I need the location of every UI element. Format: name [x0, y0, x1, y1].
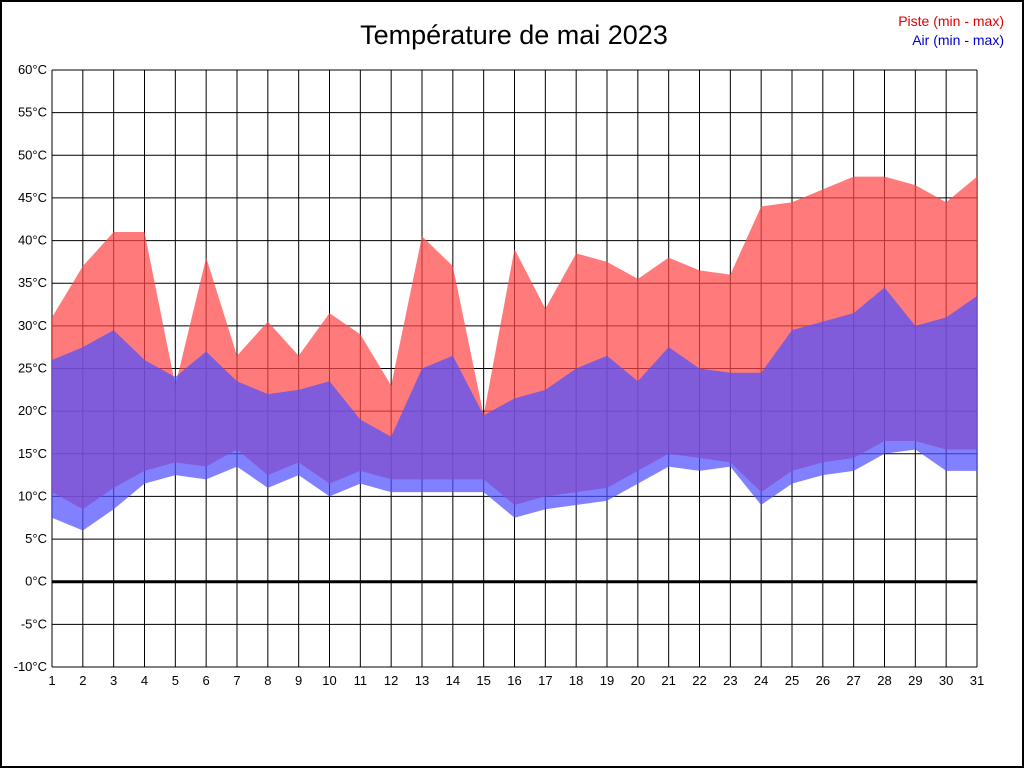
- x-tick-label: 17: [538, 673, 552, 688]
- x-tick-label: 10: [322, 673, 336, 688]
- x-tick-label: 4: [141, 673, 148, 688]
- x-tick-label: 11: [354, 673, 368, 688]
- x-tick-label: 26: [816, 673, 830, 688]
- y-tick-label: 15°C: [18, 446, 47, 461]
- x-tick-label: 31: [970, 673, 984, 688]
- y-tick-label: 55°C: [18, 105, 47, 120]
- air-band: [52, 287, 977, 531]
- y-tick-label: 60°C: [18, 62, 47, 77]
- x-tick-label: 8: [264, 673, 271, 688]
- x-tick-label: 23: [723, 673, 737, 688]
- x-tick-label: 3: [110, 673, 117, 688]
- x-tick-label: 27: [846, 673, 860, 688]
- chart-legend: Piste (min - max) Air (min - max): [898, 12, 1004, 50]
- legend-piste-label: Piste (min - max): [898, 13, 1004, 29]
- y-tick-label: 40°C: [18, 233, 47, 248]
- x-tick-label: 20: [631, 673, 645, 688]
- y-tick-label: 0°C: [25, 574, 47, 589]
- y-tick-label: -10°C: [14, 659, 47, 674]
- x-tick-label: 16: [507, 673, 521, 688]
- x-tick-label: 12: [384, 673, 398, 688]
- x-tick-label: 6: [203, 673, 210, 688]
- x-tick-label: 18: [569, 673, 583, 688]
- x-tick-label: 1: [48, 673, 55, 688]
- x-tick-label: 14: [446, 673, 460, 688]
- x-tick-label: 29: [908, 673, 922, 688]
- y-tick-label: 10°C: [18, 488, 47, 503]
- y-tick-label: -5°C: [21, 616, 47, 631]
- x-tick-label: 5: [172, 673, 179, 688]
- x-tick-label: 28: [877, 673, 891, 688]
- y-tick-label: 35°C: [18, 275, 47, 290]
- chart-title: Température de mai 2023: [360, 20, 668, 50]
- x-tick-label: 9: [295, 673, 302, 688]
- y-tick-label: 50°C: [18, 147, 47, 162]
- x-tick-label: 21: [661, 673, 675, 688]
- y-tick-label: 5°C: [25, 531, 47, 546]
- x-tick-label: 25: [785, 673, 799, 688]
- x-tick-label: 13: [415, 673, 429, 688]
- x-tick-label: 22: [692, 673, 706, 688]
- x-tick-label: 24: [754, 673, 768, 688]
- y-tick-label: 30°C: [18, 318, 47, 333]
- x-tick-label: 15: [476, 673, 490, 688]
- legend-air-label: Air (min - max): [912, 32, 1004, 48]
- y-tick-label: 20°C: [18, 403, 47, 418]
- x-tick-label: 19: [600, 673, 614, 688]
- x-tick-label: 7: [233, 673, 240, 688]
- x-tick-label: 30: [939, 673, 953, 688]
- y-tick-label: 45°C: [18, 190, 47, 205]
- x-tick-label: 2: [79, 673, 86, 688]
- y-tick-label: 25°C: [18, 361, 47, 376]
